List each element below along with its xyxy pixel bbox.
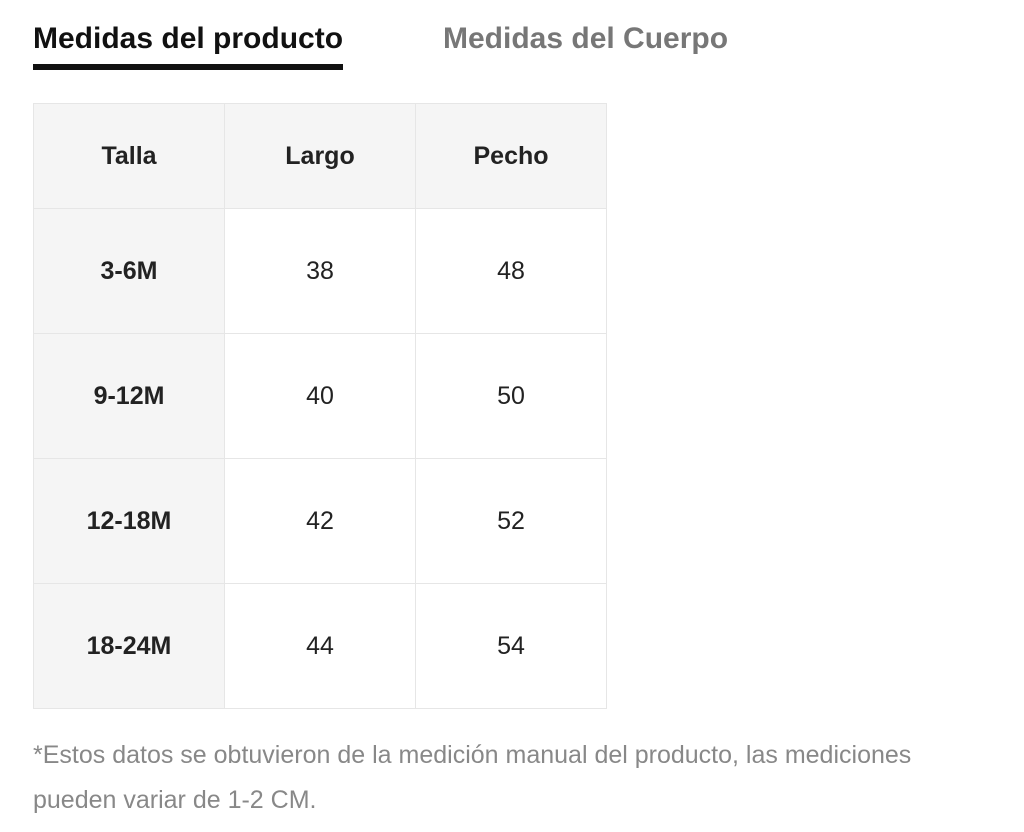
size-cell: 12-18M bbox=[33, 458, 225, 584]
size-cell: 18-24M bbox=[33, 583, 225, 709]
table-row: 9-12M 40 50 bbox=[33, 333, 607, 459]
header-cell: Pecho bbox=[415, 103, 607, 209]
size-cell: 9-12M bbox=[33, 333, 225, 459]
value-cell: 44 bbox=[224, 583, 416, 709]
tab-inactive[interactable]: Medidas del Cuerpo bbox=[443, 22, 729, 55]
value-cell: 50 bbox=[415, 333, 607, 459]
value-cell: 48 bbox=[415, 208, 607, 334]
header-cell: Largo bbox=[224, 103, 416, 209]
value-cell: 54 bbox=[415, 583, 607, 709]
table-row: 12-18M 42 52 bbox=[33, 458, 607, 584]
tab-active[interactable]: Medidas del producto bbox=[33, 22, 344, 70]
value-cell: 38 bbox=[224, 208, 416, 334]
header-cell: Talla bbox=[33, 103, 225, 209]
header-row: Talla Largo Pecho bbox=[33, 103, 607, 209]
value-cell: 42 bbox=[224, 458, 416, 584]
footnote: *Estos datos se obtuvieron de la medició… bbox=[33, 741, 912, 814]
value-cell: 52 bbox=[415, 458, 607, 584]
size-cell: 3-6M bbox=[33, 208, 225, 334]
size-table: Talla Largo Pecho 3-6M 38 48 9-12M 40 50 12-18M 42… bbox=[33, 103, 607, 709]
value-cell: 40 bbox=[224, 333, 416, 459]
table-row: 3-6M 38 48 bbox=[33, 208, 607, 334]
table-row: 18-24M 44 54 bbox=[33, 583, 607, 709]
